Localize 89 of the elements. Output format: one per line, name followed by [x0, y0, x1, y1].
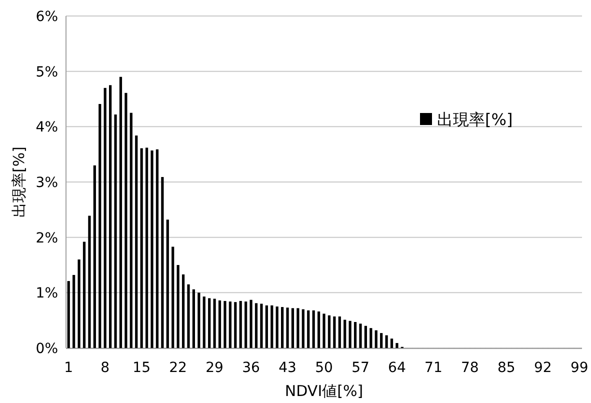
- bar: [344, 320, 346, 348]
- x-tick-label: 50: [315, 360, 333, 376]
- bar: [104, 88, 106, 348]
- bar: [380, 333, 383, 348]
- bar: [114, 114, 117, 348]
- x-tick-label: 92: [534, 360, 552, 376]
- x-tick-label: 57: [352, 360, 370, 376]
- y-tick-label: 4%: [36, 120, 58, 136]
- bar: [228, 302, 232, 348]
- bar: [390, 338, 394, 348]
- x-tick-label: 22: [169, 360, 187, 376]
- bar: [354, 322, 357, 348]
- bar: [307, 310, 310, 348]
- bar: [317, 311, 320, 348]
- y-tick-label: 2%: [36, 230, 58, 246]
- bar: [281, 307, 284, 348]
- bar: [260, 304, 263, 348]
- bar: [156, 149, 159, 348]
- bar: [182, 274, 185, 348]
- bar: [322, 314, 326, 348]
- bar: [202, 296, 206, 348]
- bar: [224, 300, 226, 348]
- bar: [302, 309, 304, 348]
- bar: [72, 274, 76, 348]
- bar: [250, 300, 252, 348]
- x-tick-label: 36: [242, 360, 260, 376]
- bar: [161, 177, 164, 348]
- y-tick-label: 5%: [36, 64, 58, 80]
- bar: [359, 324, 362, 348]
- x-tick-label: 15: [132, 360, 150, 376]
- x-tick-label: 43: [278, 360, 296, 376]
- y-tick-label: 0%: [36, 341, 58, 357]
- x-tick-label: 78: [461, 360, 479, 376]
- bar: [254, 303, 258, 348]
- bar: [234, 302, 237, 348]
- bar: [150, 150, 154, 348]
- bar: [172, 246, 174, 348]
- x-tick-label: 8: [100, 360, 110, 376]
- bar: [145, 148, 148, 348]
- bar: [286, 308, 289, 348]
- bar: [82, 242, 86, 348]
- x-tick-label: 29: [206, 360, 224, 376]
- bar: [385, 335, 388, 348]
- x-axis-title: NDVI値[%]: [284, 382, 364, 400]
- bar: [208, 298, 211, 348]
- bar: [124, 92, 128, 348]
- bar: [265, 305, 268, 348]
- bar: [296, 308, 300, 348]
- x-tick-label: 85: [498, 360, 516, 376]
- bar: [166, 220, 169, 348]
- bar: [328, 315, 331, 348]
- bar: [338, 316, 341, 348]
- bar: [192, 289, 195, 348]
- bar: [109, 85, 112, 348]
- bar: [130, 112, 132, 348]
- x-tick-label: 99: [570, 360, 588, 376]
- bar: [98, 104, 102, 348]
- bar: [78, 259, 80, 348]
- bar: [364, 326, 367, 348]
- bar: [370, 328, 372, 348]
- bar: [396, 343, 398, 348]
- bar: [140, 148, 143, 348]
- y-tick-label: 6%: [36, 9, 58, 25]
- bar: [333, 316, 336, 348]
- bar: [291, 308, 294, 348]
- bar: [198, 292, 200, 348]
- bar: [244, 302, 248, 348]
- bar: [348, 320, 352, 348]
- x-tick-label: 64: [388, 360, 406, 376]
- bar: [176, 265, 180, 348]
- bar: [218, 300, 222, 348]
- y-tick-label: 1%: [36, 286, 58, 302]
- x-tick-label: 71: [424, 360, 442, 376]
- bar: [67, 281, 70, 348]
- legend-label: 出現率[%]: [437, 110, 513, 129]
- y-axis-title: 出現率[%]: [10, 146, 28, 218]
- bar: [187, 284, 190, 348]
- bar: [276, 306, 278, 348]
- y-tick-label: 3%: [36, 175, 58, 191]
- bar: [88, 216, 91, 348]
- bar: [119, 76, 122, 348]
- bar: [270, 305, 274, 348]
- bar: [239, 300, 242, 348]
- bar: [93, 165, 96, 348]
- x-tick-label: 1: [64, 360, 74, 376]
- bar: [135, 136, 138, 348]
- bar: [213, 298, 216, 348]
- bar: [374, 330, 378, 348]
- bar: [312, 310, 315, 348]
